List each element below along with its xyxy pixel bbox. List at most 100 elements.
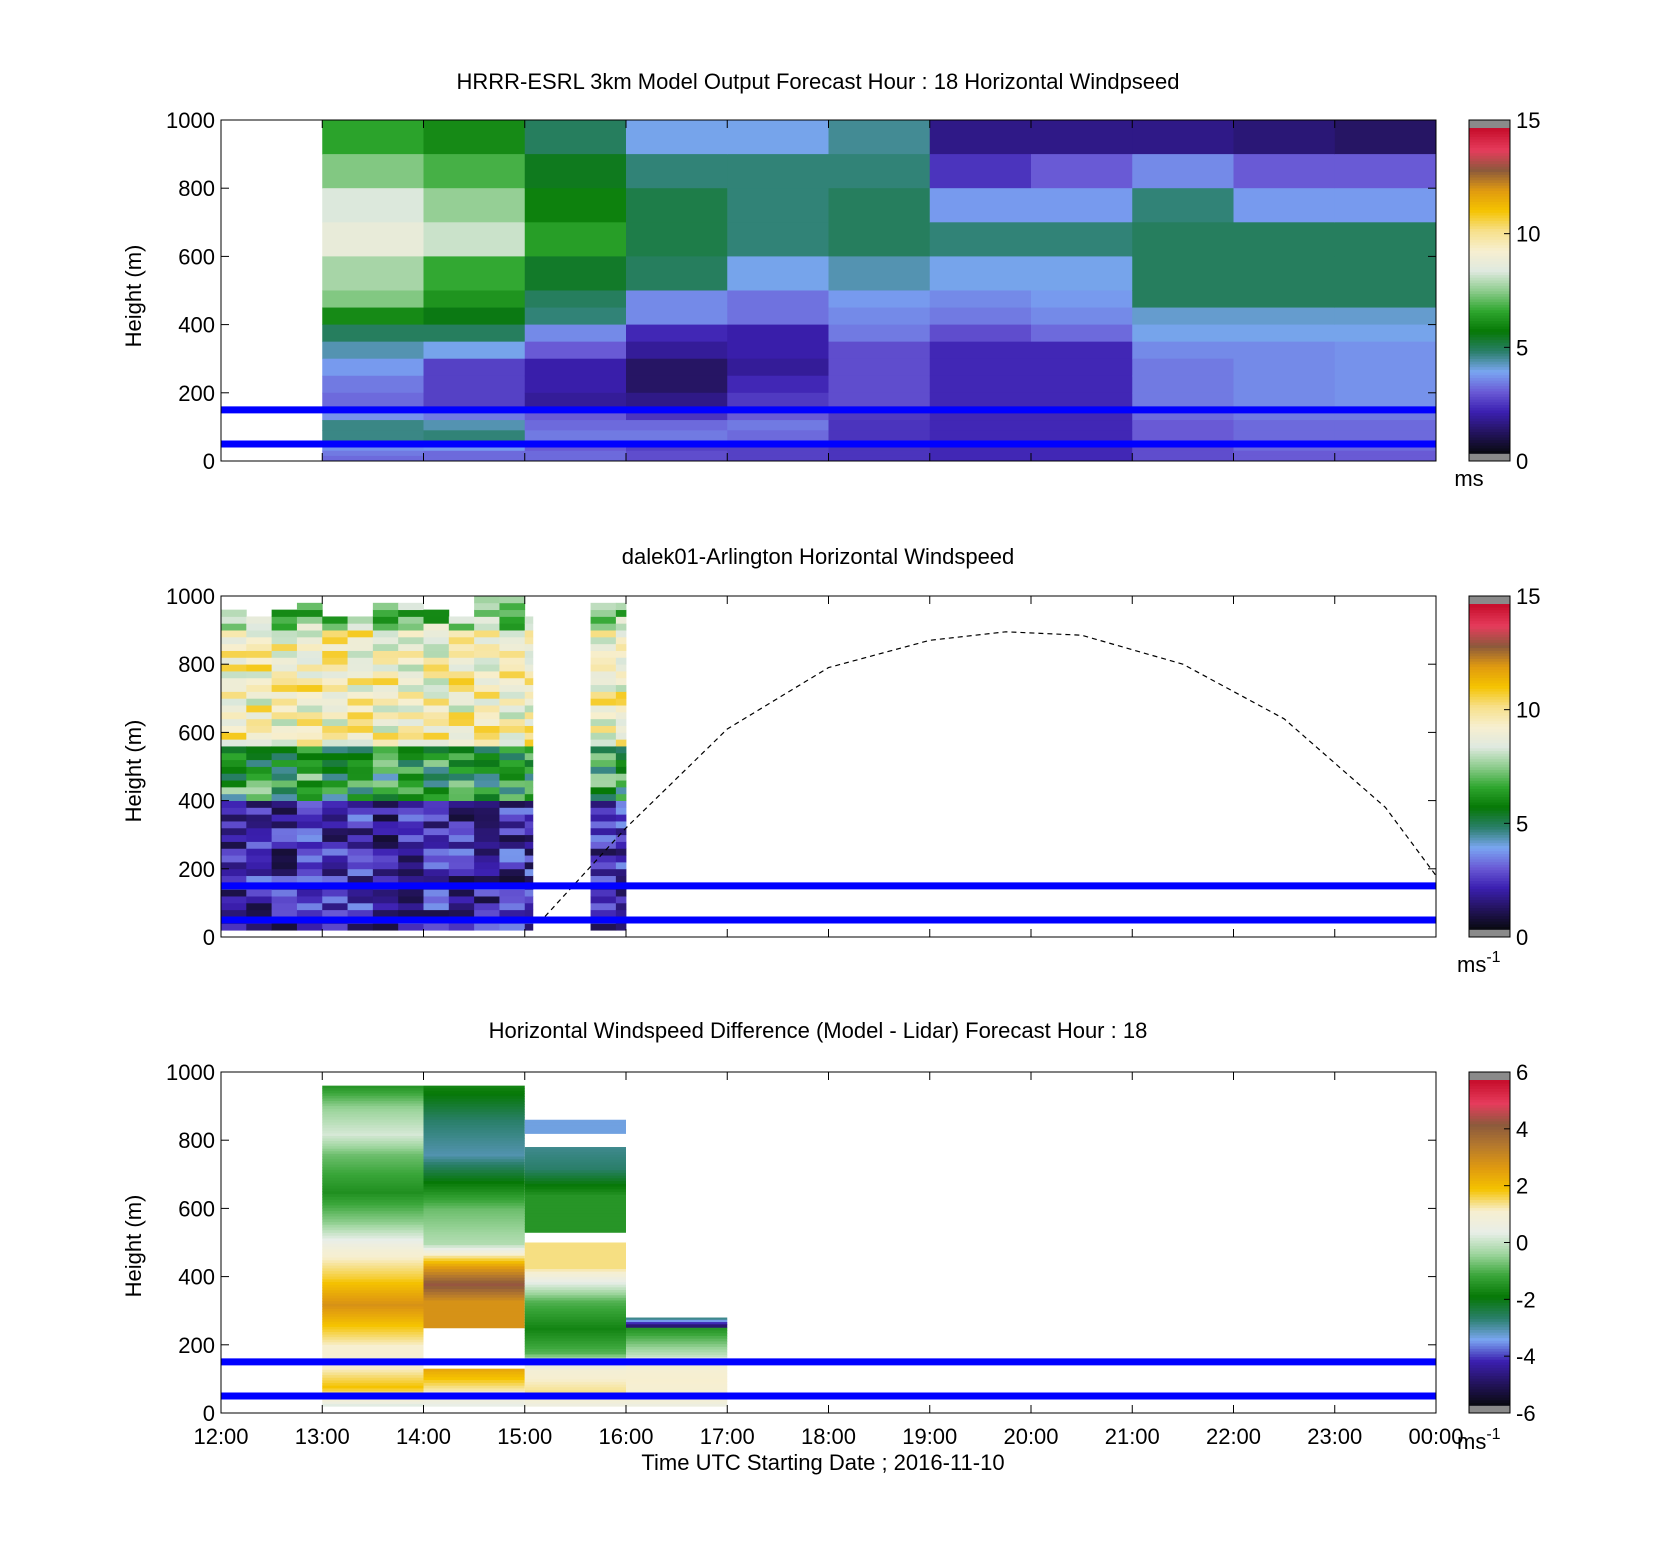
heatmap-cell xyxy=(626,358,728,377)
heatmap-cell xyxy=(322,1326,424,1330)
heatmap-cell xyxy=(398,609,424,617)
heatmap-cell xyxy=(423,1388,525,1392)
colorbar-swatch xyxy=(1469,136,1510,140)
heatmap-cell xyxy=(296,766,323,774)
heatmap-cell xyxy=(423,889,450,897)
colorbar-swatch xyxy=(1469,658,1510,662)
heatmap-cell xyxy=(296,923,323,931)
heatmap-cell xyxy=(322,1130,424,1134)
heatmap-cell xyxy=(423,1403,525,1407)
colorbar-swatch xyxy=(1469,217,1510,221)
heatmap-cell xyxy=(296,786,323,795)
heatmap-cell xyxy=(499,752,526,761)
colorbar-swatch xyxy=(1469,1090,1510,1095)
heatmap-cell xyxy=(626,1338,728,1342)
heatmap-cell xyxy=(499,875,526,883)
heatmap-cell xyxy=(626,450,728,457)
heatmap-cell xyxy=(271,909,298,917)
colorbar-swatch xyxy=(1469,1329,1510,1333)
heatmap-cell xyxy=(221,664,247,672)
heatmap-cell xyxy=(828,324,931,343)
heatmap-cell xyxy=(626,1319,728,1323)
heatmap-cell xyxy=(1334,409,1437,421)
x-tick-label: 00:00 xyxy=(1408,1424,1463,1449)
heatmap-cell xyxy=(524,1167,626,1171)
y-tick-label: 1000 xyxy=(166,108,215,133)
heatmap-cell xyxy=(590,711,617,720)
heatmap-cell xyxy=(347,684,374,692)
heatmap-cell xyxy=(828,341,931,360)
heatmap-cell xyxy=(322,732,348,740)
heatmap-cell xyxy=(590,609,617,617)
heatmap-cell xyxy=(246,643,273,651)
heatmap-cell xyxy=(615,602,627,611)
heatmap-cell xyxy=(524,623,534,631)
heatmap-cell xyxy=(322,1401,424,1405)
colorbar-tick-label: 15 xyxy=(1516,108,1540,133)
diff-colorbar-unit: ms-1 xyxy=(1457,1426,1501,1454)
heatmap-cell xyxy=(1132,256,1234,291)
colorbar-swatch xyxy=(1469,674,1510,678)
colorbar-swatch xyxy=(1469,1245,1510,1249)
colorbar-swatch xyxy=(1469,160,1510,165)
colorbar-swatch xyxy=(1469,877,1510,882)
heatmap-cell xyxy=(524,800,534,808)
heatmap-cell xyxy=(448,739,475,747)
x-tick-label: 14:00 xyxy=(396,1424,451,1449)
colorbar-swatch xyxy=(1469,385,1510,389)
heatmap-cell xyxy=(524,1271,626,1275)
colorbar-swatch xyxy=(1469,1299,1510,1303)
y-tick-label: 400 xyxy=(178,1265,215,1290)
heatmap-cell xyxy=(423,222,526,257)
heatmap-cell xyxy=(615,746,627,754)
colorbar-swatch xyxy=(1469,1142,1510,1146)
colorbar-swatch xyxy=(1469,1196,1510,1200)
heatmap-cell xyxy=(474,718,500,726)
colorbar-swatch xyxy=(1469,1112,1510,1117)
heatmap-cell xyxy=(590,691,617,699)
heatmap-cell xyxy=(322,1205,424,1209)
heatmap-cell xyxy=(423,1159,525,1163)
heatmap-cell xyxy=(524,1314,626,1318)
heatmap-cell xyxy=(727,222,829,257)
heatmap-cell xyxy=(423,1221,525,1225)
x-tick-label: 23:00 xyxy=(1307,1424,1362,1449)
y-tick-label: 400 xyxy=(178,789,215,814)
heatmap-cell xyxy=(448,691,475,699)
heatmap-cell xyxy=(296,691,323,699)
heatmap-cell xyxy=(1031,375,1133,394)
heatmap-cell xyxy=(423,1297,525,1301)
heatmap-cell xyxy=(221,807,247,815)
heatmap-cell xyxy=(615,773,627,781)
heatmap-cell xyxy=(398,793,424,801)
heatmap-cell xyxy=(524,1152,626,1156)
heatmap-cell xyxy=(322,1219,424,1223)
heatmap-cell xyxy=(423,1119,525,1123)
heatmap-cell xyxy=(524,358,627,377)
heatmap-cell xyxy=(615,889,627,897)
heatmap-cell xyxy=(590,807,617,815)
colorbar-swatch xyxy=(1469,276,1510,281)
heatmap-cell xyxy=(322,1377,424,1381)
heatmap-cell xyxy=(524,732,534,740)
heatmap-cell xyxy=(322,1153,424,1158)
colorbar-swatch xyxy=(1469,652,1510,657)
colorbar-swatch xyxy=(1469,1172,1510,1176)
heatmap-cell xyxy=(347,923,374,931)
heatmap-cell xyxy=(524,1287,626,1291)
heatmap-cell xyxy=(271,868,298,877)
heatmap-cell xyxy=(615,793,627,801)
heatmap-cell xyxy=(423,1291,525,1296)
heatmap-cell xyxy=(221,821,247,829)
colorbar-swatch xyxy=(1469,1321,1510,1325)
heatmap-cell xyxy=(296,711,323,720)
heatmap-cell xyxy=(322,1224,424,1228)
heatmap-cell xyxy=(347,861,374,870)
heatmap-cell xyxy=(499,848,526,856)
heatmap-cell xyxy=(626,1364,728,1369)
heatmap-cell xyxy=(524,1255,626,1259)
lidar-panel: dalek01-Arlington Horizontal Windspeed H… xyxy=(121,544,1540,977)
heatmap-cell xyxy=(423,1175,525,1179)
heatmap-cell xyxy=(828,154,931,189)
heatmap-cell xyxy=(423,1208,525,1212)
